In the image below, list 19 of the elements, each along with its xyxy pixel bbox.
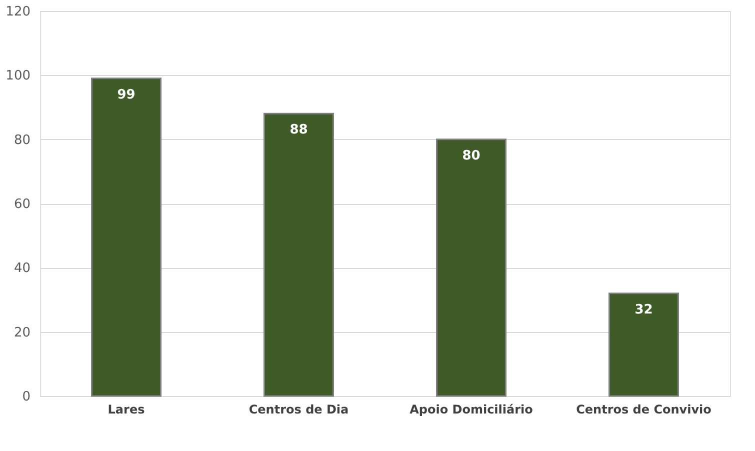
bar [436, 138, 506, 397]
data-label: 99 [117, 87, 136, 102]
y-tick-label: 20 [14, 325, 30, 340]
y-tick-label: 120 [6, 4, 30, 20]
bar [264, 112, 334, 397]
x-tick-label: Lares [108, 402, 145, 416]
y-tick-label: 40 [14, 261, 30, 276]
data-label: 80 [462, 148, 480, 164]
x-tick-label: Apoio Domiciliário [410, 402, 533, 416]
x-tick-label: Centros de Convivio [576, 402, 712, 416]
y-tick-label: 100 [6, 68, 30, 84]
y-tick-label: 0 [22, 390, 30, 404]
y-tick-label: 60 [14, 197, 30, 212]
x-tick-label: Centros de Dia [248, 402, 349, 416]
bar [608, 292, 679, 397]
data-label: 88 [290, 122, 308, 138]
data-label: 32 [634, 302, 653, 318]
y-tick-label: 80 [14, 132, 30, 148]
bar [91, 78, 162, 397]
